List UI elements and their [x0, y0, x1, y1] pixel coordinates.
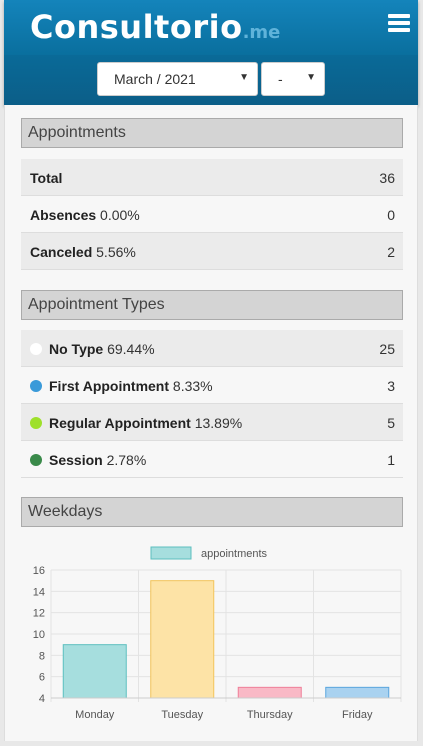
row-value: 36: [379, 170, 395, 186]
hamburger-menu-icon[interactable]: [388, 14, 410, 32]
row-label: Session: [49, 452, 103, 468]
bar-friday: [325, 686, 390, 699]
y-tick-label: 14: [33, 586, 45, 598]
type-color-dot: [30, 454, 42, 466]
brand-logo[interactable]: Consultorio.me: [30, 8, 280, 46]
y-tick-label: 10: [33, 629, 45, 641]
dropdown-arrow-icon: ▼: [239, 72, 249, 83]
y-tick-label: 8: [39, 650, 45, 662]
row-percent: 69.44%: [107, 341, 155, 357]
bar-monday: [62, 644, 127, 699]
appointments-absences-row: Absences 0.00% 0: [21, 196, 403, 233]
y-tick-label: 4: [39, 693, 45, 705]
brand-tld: .me: [242, 22, 281, 43]
x-tick-label: Friday: [342, 709, 373, 721]
type-row-regular-appointment: Regular Appointment 13.89% 5: [21, 404, 403, 441]
row-percent: 5.56%: [96, 244, 136, 260]
y-tick-label: 16: [33, 565, 45, 577]
row-label: Absences: [30, 207, 97, 223]
row-percent: 8.33%: [172, 378, 213, 394]
row-label: No Type: [49, 341, 104, 357]
row-value: 0: [387, 207, 395, 223]
type-row-first-appointment: First Appointment 8.33% 3: [21, 367, 403, 404]
row-label: Regular Appointment: [49, 415, 191, 431]
row-label: First Appointment: [49, 378, 170, 394]
bar-thursday: [237, 686, 302, 699]
legend-swatch: [150, 546, 192, 560]
weekdays-bar-chart: appointments 4 6 8 10 12 14 16 Monday Tuesday Thur…: [33, 546, 402, 721]
filter-bar: March / 2021 ▼ - ▼: [4, 55, 418, 105]
day-select-value: -: [278, 71, 283, 87]
x-tick-label: Tuesday: [161, 709, 203, 721]
y-tick-label: 6: [39, 672, 45, 684]
day-select[interactable]: - ▼: [261, 62, 325, 96]
app-header: Consultorio.me March / 2021 ▼ - ▼: [4, 0, 418, 105]
y-tick-label: 12: [33, 608, 45, 620]
type-color-dot: [30, 343, 42, 355]
row-value: 1: [387, 452, 395, 468]
row-percent: 2.78%: [106, 452, 147, 468]
brand-name: Consultorio: [30, 8, 243, 46]
appointments-total-row: Total 36: [21, 159, 403, 196]
appointment-types-section-title: Appointment Types: [21, 290, 403, 320]
type-color-dot: [30, 417, 42, 429]
bar-tuesday: [150, 580, 215, 699]
row-value: 25: [379, 341, 395, 357]
month-select-value: March / 2021: [114, 71, 196, 87]
dashboard-content: Appointments Total 36 Absences 0.00% 0 C…: [4, 105, 418, 741]
dropdown-arrow-icon: ▼: [306, 72, 316, 83]
row-percent: 0.00%: [100, 207, 140, 223]
x-tick-label: Thursday: [247, 709, 293, 721]
row-label: Total: [30, 170, 63, 186]
type-row-no-type: No Type 69.44% 25: [21, 330, 403, 367]
month-select[interactable]: March / 2021 ▼: [97, 62, 258, 96]
brand-bar: Consultorio.me: [4, 0, 418, 55]
row-percent: 13.89%: [194, 415, 243, 431]
weekdays-section-title: Weekdays: [21, 497, 403, 527]
legend-label: appointments: [201, 548, 268, 560]
type-color-dot: [30, 380, 42, 392]
x-tick-label: Monday: [75, 709, 115, 721]
type-row-session: Session 2.78% 1: [21, 441, 403, 478]
row-value: 2: [387, 244, 395, 260]
appointments-canceled-row: Canceled 5.56% 2: [21, 233, 403, 270]
row-label: Canceled: [30, 244, 93, 260]
row-value: 3: [387, 378, 395, 394]
row-value: 5: [387, 415, 395, 431]
appointments-section-title: Appointments: [21, 118, 403, 148]
